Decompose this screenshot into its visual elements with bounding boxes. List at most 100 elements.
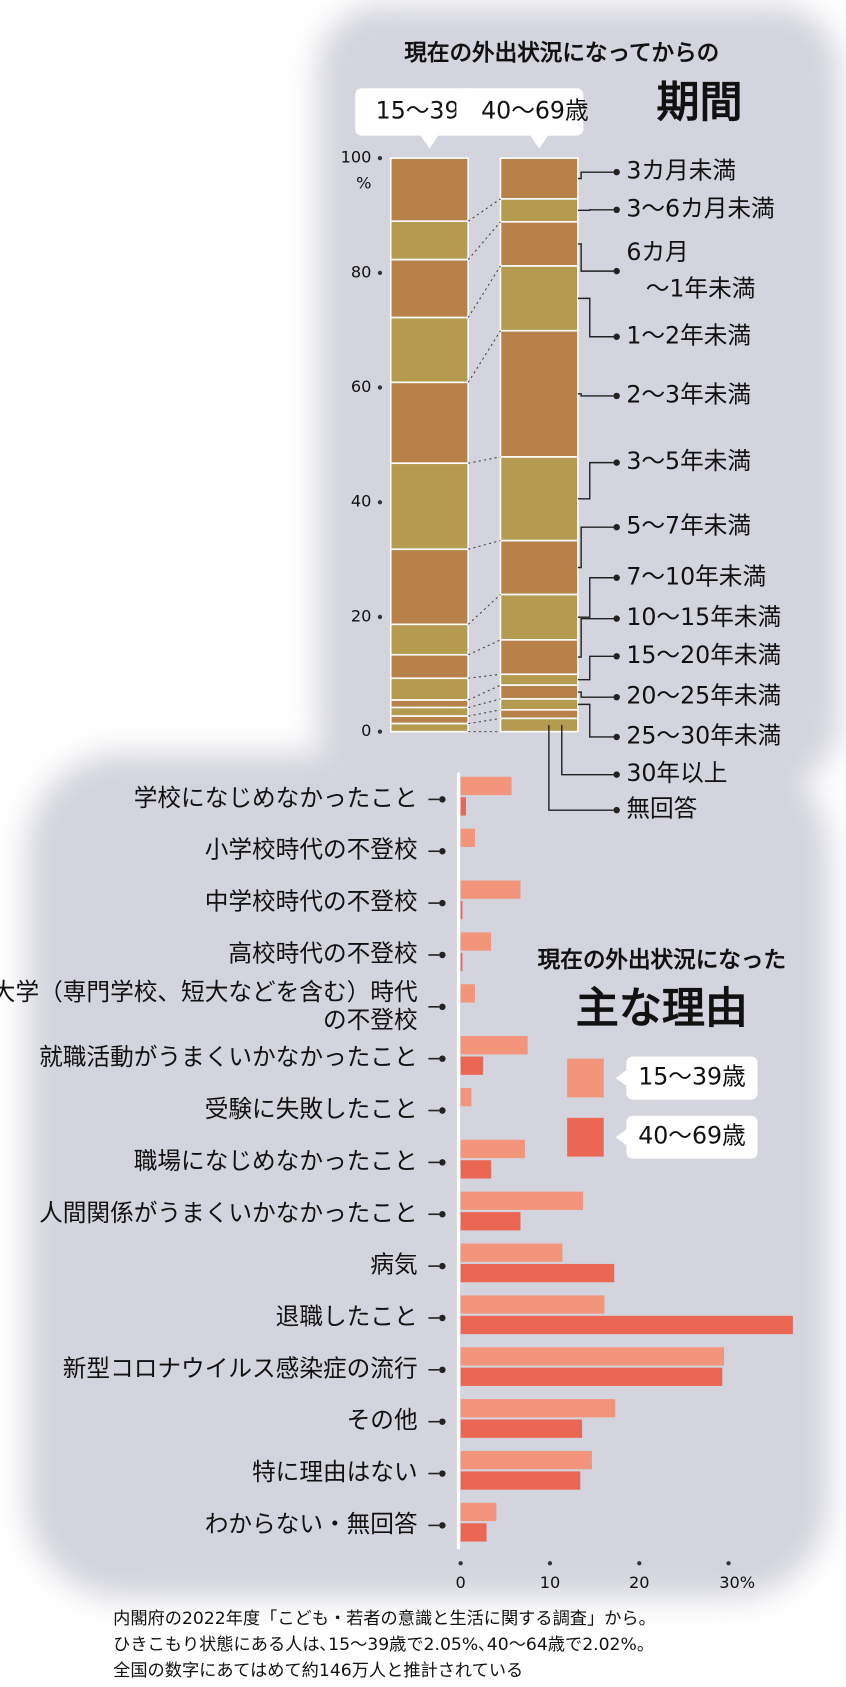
- bar-segment: [499, 698, 579, 711]
- legend-label: 40～69歳: [638, 1122, 746, 1150]
- badge-pointer: [529, 134, 549, 149]
- category-label: 高校時代の不登校: [228, 939, 417, 967]
- bar: [460, 1212, 521, 1231]
- connector: [468, 709, 501, 717]
- bar: [460, 952, 463, 972]
- bar-segment: [389, 462, 469, 551]
- category-label: 特に理由はない: [252, 1458, 418, 1486]
- leader-dot: [613, 206, 620, 214]
- leader-dot: [613, 333, 620, 340]
- label-dot: [439, 1159, 446, 1166]
- legend-label: 3～6カ月未満: [626, 194, 774, 222]
- x-tick-label: 0: [456, 1573, 466, 1592]
- bar: [460, 1523, 487, 1542]
- bar: [460, 1087, 472, 1107]
- bar: [460, 984, 475, 1003]
- legend-label: 無回答: [626, 795, 697, 823]
- badge: [456, 88, 584, 136]
- category-label: 人間関係がうまくいかなかったこと: [39, 1199, 418, 1227]
- legend-swatch: [567, 1117, 604, 1157]
- bar-segment: [499, 456, 579, 542]
- bar: [460, 1315, 793, 1335]
- chart-subtitle: 現在の外出状況になった: [538, 946, 786, 973]
- category-label: 退職したこと: [276, 1302, 418, 1330]
- label-dot: [439, 796, 446, 803]
- bar-segment: [499, 709, 579, 720]
- leader-dot: [613, 267, 620, 275]
- bar: [460, 932, 492, 951]
- legend-label: 15～20年未満: [626, 641, 781, 669]
- leader-line: [577, 243, 614, 272]
- tick-mark: [547, 1561, 553, 1566]
- legend-label: 5～7年未満: [626, 512, 751, 540]
- y-tick-label: 80: [351, 262, 372, 281]
- bar: [460, 1243, 563, 1262]
- tick-mark: [637, 1561, 642, 1566]
- category-label: 新型コロナウイルス感染症の流行: [63, 1354, 418, 1382]
- category-label: 小学校時代の不登校: [205, 836, 418, 864]
- leader-line: [577, 297, 614, 338]
- leader-line: [577, 461, 614, 500]
- x-tick-label: 30%: [719, 1573, 755, 1592]
- leader-line: [577, 171, 614, 180]
- connector: [467, 684, 501, 701]
- leader-dot: [613, 168, 620, 176]
- bar: [460, 1263, 615, 1283]
- y-tick-label: 100: [341, 148, 372, 167]
- category-label: 中学校時代の不登校: [205, 888, 418, 916]
- badge-pointer: [419, 134, 440, 149]
- connector: [468, 673, 501, 679]
- connector: [468, 698, 501, 709]
- bar: [460, 828, 475, 847]
- leader-dot: [613, 653, 620, 660]
- bar: [460, 880, 521, 899]
- bar-segment: [389, 157, 469, 223]
- category-label: 受験に失敗したこと: [205, 1095, 418, 1123]
- y-tick-label: 60: [351, 377, 372, 396]
- bar-segment: [389, 715, 469, 725]
- bar: [460, 1502, 497, 1522]
- legend-label: 25～30年未満: [626, 721, 781, 749]
- x-tick-label: 20: [629, 1573, 650, 1592]
- bar-segment: [499, 684, 579, 700]
- bar: [460, 900, 463, 920]
- label-dot: [439, 1314, 446, 1322]
- footnote: 全国の数字にあてはめて約146万人と推計されている: [113, 1661, 523, 1681]
- bar-segment: [389, 722, 469, 733]
- connector: [468, 540, 501, 550]
- bar-segment: [389, 316, 469, 384]
- leader-line: [577, 703, 614, 738]
- footnote: ひきこもり状態にある人は､15～39歳で2.05%､40～64歳で2.02%。: [113, 1635, 654, 1655]
- category-label: 病気: [370, 1251, 417, 1279]
- bar-segment: [389, 258, 469, 319]
- bar: [460, 1139, 525, 1159]
- connector: [468, 717, 501, 725]
- label-dot: [439, 951, 446, 959]
- leader-line: [577, 209, 614, 212]
- legend-label: 2～3年未満: [626, 380, 751, 408]
- bar-segment: [389, 548, 469, 626]
- tick-mark: [377, 270, 383, 275]
- legend-box: [626, 1115, 758, 1159]
- connector: [467, 198, 501, 222]
- bar-segment: [389, 220, 469, 261]
- badge: [355, 88, 474, 136]
- bar: [460, 797, 467, 816]
- category-label: 学校になじめなかったこと: [134, 784, 418, 812]
- tick-mark: [377, 156, 383, 161]
- label-dot: [439, 848, 446, 855]
- legend-label: 6カ月～1年未満: [626, 237, 755, 302]
- connector: [468, 456, 501, 464]
- leader-dot: [613, 459, 620, 466]
- bar: [460, 1399, 616, 1418]
- tick-mark: [377, 614, 383, 620]
- leader-dot: [613, 392, 620, 400]
- chart-title: 期間: [656, 78, 742, 128]
- tick-mark: [377, 385, 383, 390]
- label-dot: [439, 1522, 446, 1529]
- legend-label: 15～39歳: [638, 1063, 746, 1091]
- label-dot: [439, 1003, 446, 1011]
- bar-segment: [499, 539, 579, 596]
- category-label: その他: [347, 1406, 418, 1434]
